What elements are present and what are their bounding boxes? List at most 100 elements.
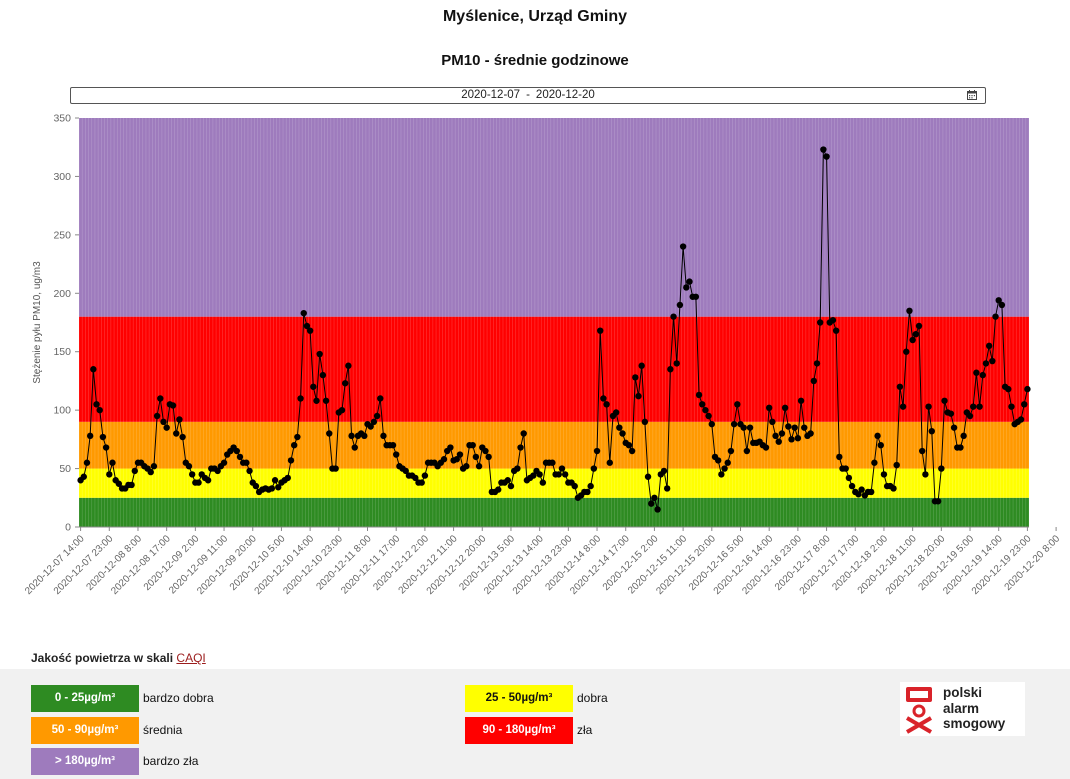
data-point bbox=[746, 424, 754, 431]
series-points bbox=[77, 146, 1031, 513]
data-point bbox=[663, 485, 671, 492]
data-point bbox=[93, 401, 100, 408]
data-point bbox=[593, 447, 601, 455]
data-point bbox=[252, 482, 260, 490]
data-point bbox=[90, 366, 97, 373]
data-point bbox=[485, 453, 492, 461]
data-point bbox=[992, 313, 999, 320]
data-point bbox=[83, 459, 91, 466]
data-point bbox=[590, 465, 598, 472]
data-point bbox=[287, 457, 295, 464]
data-point bbox=[600, 395, 607, 402]
data-point bbox=[558, 465, 566, 472]
data-point bbox=[979, 371, 986, 379]
data-point bbox=[1017, 416, 1025, 423]
data-point bbox=[246, 467, 253, 475]
legend-label-very-bad: bardzo zła bbox=[143, 754, 199, 768]
band-4 bbox=[79, 118, 1029, 317]
data-point bbox=[271, 477, 279, 484]
data-point bbox=[702, 406, 709, 414]
data-point bbox=[106, 471, 113, 478]
data-point bbox=[848, 482, 856, 490]
data-point bbox=[96, 406, 103, 414]
data-point bbox=[367, 423, 374, 430]
data-point bbox=[268, 485, 276, 492]
data-point bbox=[966, 412, 974, 420]
data-point bbox=[788, 436, 795, 443]
data-point bbox=[794, 434, 802, 442]
legend-title-text: Jakość powietrza w skali bbox=[31, 651, 174, 665]
data-point bbox=[456, 451, 464, 458]
data-point bbox=[173, 430, 180, 437]
data-point bbox=[380, 432, 387, 440]
data-point bbox=[855, 491, 862, 498]
y-axis-label: Stężenie pyłu PM10, ug/m3 bbox=[32, 261, 43, 384]
data-point bbox=[686, 278, 693, 285]
data-point bbox=[351, 444, 358, 451]
data-point bbox=[781, 404, 789, 412]
band-0 bbox=[79, 497, 1029, 527]
data-point bbox=[539, 479, 547, 486]
data-point bbox=[275, 484, 282, 491]
data-point bbox=[482, 447, 489, 455]
data-point bbox=[393, 451, 400, 458]
logo-line-2: alarm bbox=[943, 700, 980, 716]
data-point bbox=[648, 500, 655, 507]
data-point bbox=[998, 301, 1006, 309]
date-range-input[interactable]: 2020-12-07-2020-12-20 bbox=[70, 87, 986, 104]
data-point bbox=[772, 432, 779, 440]
polski-alarm-smogowy-logo[interactable]: polski alarm smogowy bbox=[900, 682, 1025, 736]
calendar-icon[interactable] bbox=[967, 90, 977, 100]
data-point bbox=[775, 438, 782, 445]
caqi-link[interactable]: CAQI bbox=[176, 651, 206, 665]
data-point bbox=[153, 412, 161, 420]
legend-swatch-bad: 90 - 180µg/m³ bbox=[465, 717, 573, 744]
data-point bbox=[950, 424, 958, 431]
data-point bbox=[708, 420, 715, 428]
data-point bbox=[319, 371, 327, 379]
data-point bbox=[475, 463, 483, 470]
data-point bbox=[440, 456, 448, 463]
y-tick-label: 250 bbox=[53, 229, 71, 241]
data-point bbox=[612, 409, 620, 416]
data-point bbox=[670, 313, 677, 320]
data-point bbox=[941, 397, 948, 404]
data-point bbox=[638, 362, 645, 369]
data-point bbox=[214, 467, 221, 475]
y-tick-label: 100 bbox=[53, 405, 71, 417]
data-point bbox=[740, 424, 747, 431]
data-point bbox=[973, 369, 980, 376]
data-point bbox=[176, 416, 183, 423]
data-point bbox=[616, 424, 623, 431]
data-point bbox=[976, 403, 983, 410]
data-point bbox=[463, 463, 470, 470]
legend-label-good: dobra bbox=[577, 691, 608, 705]
data-point bbox=[960, 432, 967, 440]
data-point bbox=[316, 350, 323, 358]
data-point bbox=[555, 471, 562, 478]
data-point bbox=[284, 474, 292, 482]
data-point bbox=[86, 432, 94, 440]
data-point bbox=[832, 327, 840, 334]
data-point bbox=[880, 471, 888, 478]
data-point bbox=[341, 380, 349, 387]
data-point bbox=[797, 397, 805, 404]
date-separator: - bbox=[526, 89, 530, 101]
data-point bbox=[890, 485, 897, 492]
data-point bbox=[99, 433, 107, 441]
data-point bbox=[934, 498, 942, 505]
data-point bbox=[679, 243, 687, 250]
data-point bbox=[561, 471, 569, 478]
legend-swatch-medium: 50 - 90µg/m³ bbox=[31, 717, 139, 744]
data-point bbox=[1008, 403, 1015, 410]
data-point bbox=[306, 327, 314, 334]
data-point bbox=[820, 146, 827, 153]
data-point bbox=[651, 494, 658, 501]
data-point bbox=[418, 479, 425, 486]
data-point bbox=[705, 412, 712, 420]
data-point bbox=[313, 397, 320, 404]
data-point bbox=[982, 360, 990, 367]
data-point bbox=[1005, 385, 1012, 393]
data-point bbox=[361, 432, 368, 440]
